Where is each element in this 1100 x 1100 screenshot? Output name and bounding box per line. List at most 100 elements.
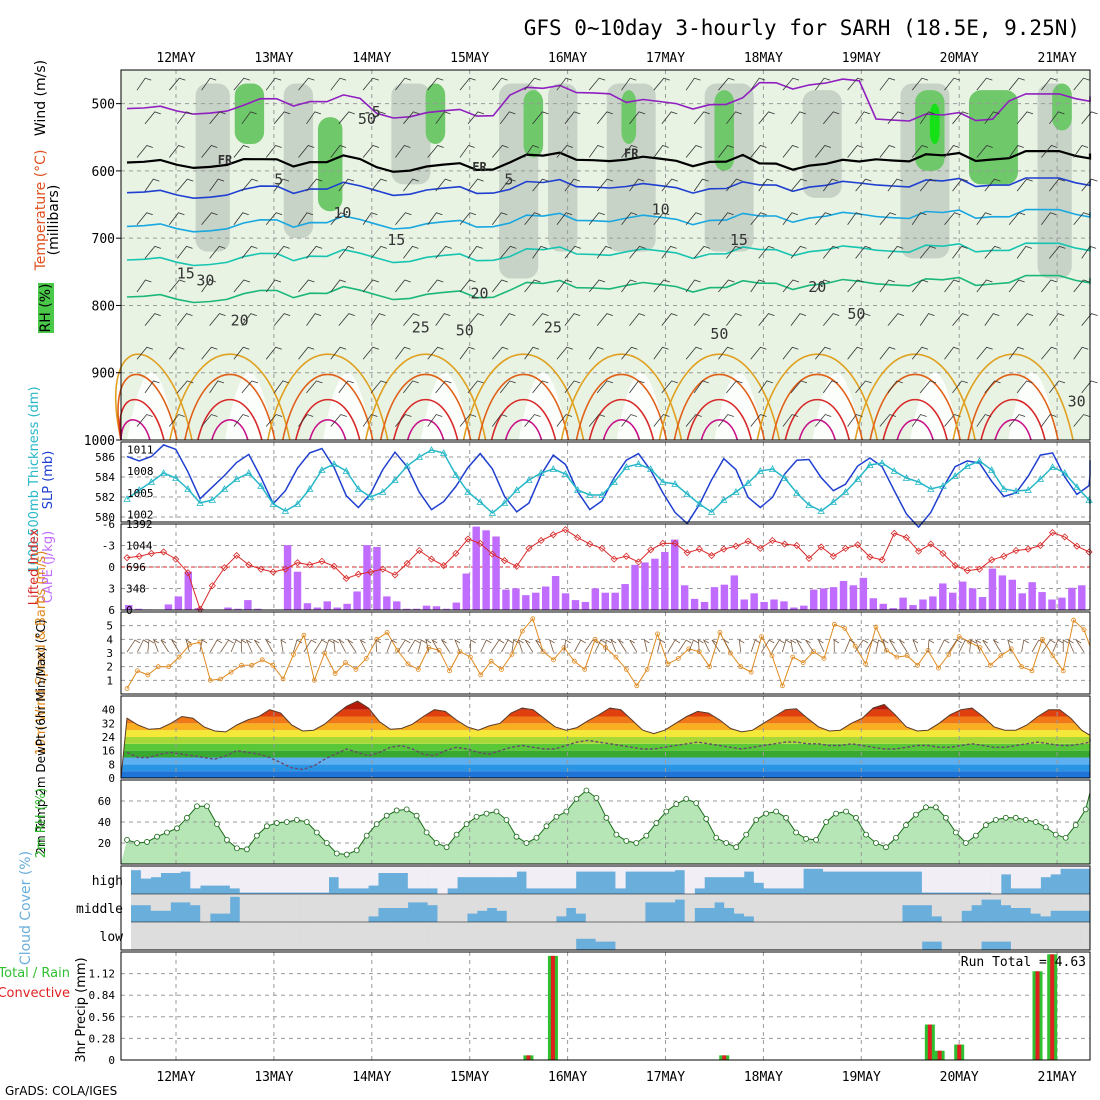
rh-point <box>693 800 700 806</box>
lifted-index-point <box>902 534 910 542</box>
wind-barb <box>209 178 225 192</box>
cape-bar <box>978 597 987 610</box>
cloud-cell <box>783 922 794 950</box>
wind-barb <box>782 414 799 427</box>
wind-barb-10m <box>805 639 814 653</box>
wind-barb <box>491 212 508 225</box>
cloud-cell <box>575 866 587 872</box>
lifted-index-point <box>391 571 399 579</box>
rh-point <box>363 832 370 839</box>
cloud-cell <box>1070 894 1081 911</box>
wind-barb-10m <box>230 639 242 653</box>
warm-contour <box>184 373 276 441</box>
cloud-cell <box>862 894 873 922</box>
warm-contour <box>308 419 347 441</box>
thickness-point <box>793 489 801 496</box>
wind-barb <box>556 346 574 360</box>
wind-barb <box>596 380 614 394</box>
wind-barb <box>556 144 574 158</box>
cape-bar <box>819 588 828 610</box>
cloud-cell <box>684 922 695 950</box>
lifted-index-point <box>878 556 886 564</box>
lifted-index-point <box>586 540 594 548</box>
cross-section-frame <box>120 69 1091 441</box>
wind-barb <box>265 279 282 293</box>
rh-point <box>803 835 809 842</box>
warm-contour <box>117 373 178 441</box>
cloud-cell <box>882 894 893 922</box>
thickness-point <box>415 453 423 460</box>
wind-barb <box>265 212 283 225</box>
rh-point <box>653 820 660 826</box>
precip-tick-label: 0.28 <box>89 1032 116 1045</box>
wind-barb <box>911 77 929 91</box>
wind-barb <box>136 77 152 91</box>
lifted-index-point <box>172 555 180 563</box>
cape-bar <box>293 571 302 610</box>
cloud-cell <box>704 894 715 908</box>
lifted-index-point <box>610 555 618 563</box>
cloud-cell <box>526 894 537 922</box>
wind-barb-10m <box>441 639 450 653</box>
wind-speed-point <box>447 668 452 674</box>
wind-barb <box>750 279 766 293</box>
warm-contour <box>967 373 1059 441</box>
wind-barb <box>273 245 290 259</box>
wind-barb <box>847 414 863 427</box>
wind-barb-10m <box>431 638 440 653</box>
contour-label: 5 <box>274 170 283 188</box>
cloud-cell <box>763 866 774 889</box>
rh-tick-label: 20 <box>98 837 111 850</box>
cape-bar <box>244 600 252 610</box>
date-label-bottom: 12MAY <box>156 1070 195 1085</box>
cloud-cell <box>961 866 972 893</box>
wind-barb <box>491 346 509 360</box>
rh-point <box>723 840 730 846</box>
cloud-cell <box>773 866 784 889</box>
wind-barb <box>1008 414 1026 427</box>
wind-barb <box>984 313 1000 326</box>
wind-barb <box>944 77 961 91</box>
wind-barb <box>588 346 604 360</box>
warm-contour <box>700 419 739 441</box>
thickness-point <box>829 498 838 505</box>
cloud-cell <box>951 866 962 893</box>
cloud-cell <box>793 866 804 889</box>
lifted-index-point <box>269 568 277 576</box>
rh-point <box>273 820 280 826</box>
wind-barb <box>944 346 960 360</box>
cloud-cell <box>832 922 844 950</box>
cloud-cell <box>1040 922 1051 950</box>
wind-barb <box>976 77 993 91</box>
cape-bar <box>363 545 371 610</box>
cloud-cell <box>417 922 428 950</box>
cloud-cell <box>150 922 161 950</box>
rh-point <box>333 850 340 857</box>
wind-barb <box>782 144 799 158</box>
wind-barb <box>209 111 226 125</box>
wind-barb <box>726 313 742 326</box>
cape-bar <box>710 587 719 610</box>
wind-tick-label: 4 <box>106 633 113 646</box>
cloud-cell <box>852 922 863 950</box>
wind-barb-10m <box>854 639 869 653</box>
rh-shade <box>548 83 578 252</box>
wind-barb <box>564 178 581 192</box>
temp-tick-label: 32 <box>102 717 115 730</box>
wind-barb-10m <box>324 639 334 653</box>
warm-contour <box>756 353 879 441</box>
cloud-cell <box>219 894 231 914</box>
wind-barb <box>911 144 929 158</box>
cape-bar <box>462 573 470 610</box>
thickness-point <box>805 501 813 508</box>
cape-bar <box>810 589 818 610</box>
wind-barb-10m <box>584 639 598 653</box>
cloud-cell <box>328 866 339 878</box>
wind-speed-point <box>436 647 442 653</box>
temp-tick-label: 16 <box>102 745 115 758</box>
wind-barb-10m <box>1062 639 1069 652</box>
cloud-cell <box>378 922 389 950</box>
temperature-band <box>121 716 1090 724</box>
cloud-cell <box>1001 866 1012 875</box>
cloud-cell <box>447 894 458 922</box>
